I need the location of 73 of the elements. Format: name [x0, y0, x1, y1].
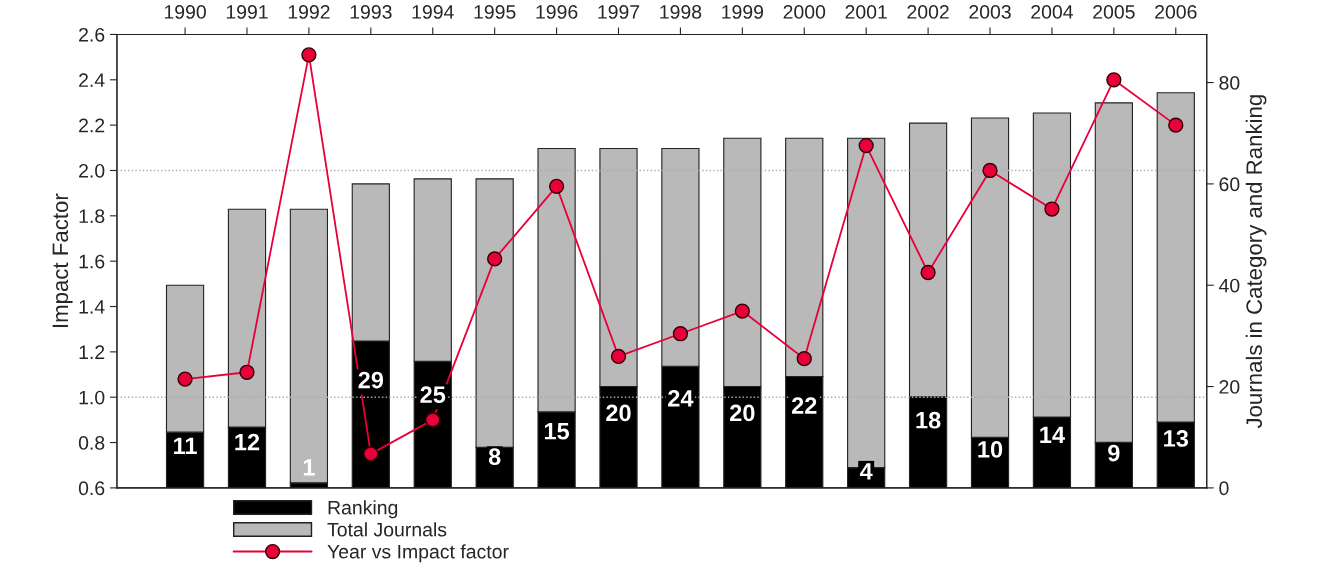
data-label: 4	[859, 463, 873, 480]
legend-label: Total Journals	[327, 522, 447, 537]
point	[177, 371, 193, 387]
y-tick-label: 0.8	[78, 436, 105, 450]
y2-tick-label: 40	[1218, 278, 1240, 293]
point	[301, 47, 317, 63]
data-label: 12	[235, 433, 260, 451]
x-tick-label: 2002	[907, 5, 949, 19]
x-tick-label: 1998	[660, 5, 702, 19]
x-tick-label: 1994	[412, 5, 454, 19]
y2-tick-label: 80	[1219, 76, 1240, 90]
x-tick-label: 1999	[722, 5, 764, 19]
point	[487, 251, 503, 267]
point	[796, 351, 812, 367]
data-label: 10	[978, 441, 1003, 458]
legend-label: Ranking	[328, 500, 398, 519]
x-tick-label: 2001	[845, 5, 887, 19]
y-tick-label: 2.2	[79, 118, 105, 133]
y-tick-label: 2.0	[79, 163, 105, 178]
data-label: 14	[1040, 426, 1065, 443]
x-tick-label: 1993	[350, 5, 392, 19]
y-tick-label: 0.6	[78, 481, 105, 496]
point	[239, 364, 255, 380]
x-tick-label: 2004	[1031, 5, 1073, 19]
point	[982, 162, 998, 179]
point	[734, 303, 750, 319]
data-label: 1	[303, 459, 315, 476]
data-label: 25	[420, 386, 446, 404]
data-label: 20	[606, 404, 631, 422]
x-tick-label: 1997	[598, 5, 640, 19]
point	[610, 348, 627, 365]
point	[425, 412, 441, 428]
data-label: 20	[730, 404, 755, 422]
x-tick-label: 1996	[536, 5, 578, 19]
point	[1168, 117, 1184, 133]
y2-tick-label: 0	[1219, 481, 1229, 496]
x-tick-label: 2005	[1093, 5, 1135, 19]
x-tick-label: 1990	[164, 5, 206, 19]
x-tick-label: 1991	[226, 5, 268, 19]
data-label: 18	[916, 411, 941, 429]
point	[1044, 201, 1060, 217]
point	[548, 178, 565, 194]
x-tick-label: 1992	[288, 5, 330, 19]
y2-tick-label: 60	[1219, 177, 1240, 192]
x-tick-label: 2003	[969, 5, 1011, 19]
data-label: 24	[668, 389, 694, 407]
data-label: 11	[174, 437, 197, 454]
point	[363, 446, 379, 462]
y-tick-label: 1.8	[79, 209, 105, 224]
x-tick-label: 2006	[1155, 5, 1197, 19]
y-tick-label: 2.6	[79, 27, 105, 42]
point	[672, 326, 689, 342]
data-label: 15	[544, 423, 570, 440]
y-tick-label: 1.4	[79, 300, 105, 314]
y2-tick-label: 20	[1219, 380, 1240, 394]
y-tick-label: 1.0	[79, 390, 105, 405]
data-label: 9	[1108, 444, 1120, 462]
y-axis-title: Impact Factor	[52, 193, 73, 328]
x-tick-label: 2000	[783, 5, 826, 19]
data-label: 13	[1164, 430, 1189, 447]
data-label: 22	[791, 397, 817, 414]
point	[858, 137, 874, 154]
y2-axis-title: Journals in Category and Ranking	[1245, 95, 1267, 429]
bar	[289, 208, 329, 484]
legend-label: Year vs Impact factor	[327, 544, 509, 563]
point	[1106, 72, 1122, 88]
x-tick-label: 1995	[474, 5, 516, 19]
data-label: 29	[358, 371, 384, 389]
y-tick-label: 1.2	[79, 345, 105, 359]
point	[920, 264, 936, 281]
data-label: 8	[488, 448, 501, 466]
y-tick-label: 1.6	[79, 254, 105, 269]
y-tick-label: 2.4	[79, 73, 105, 87]
